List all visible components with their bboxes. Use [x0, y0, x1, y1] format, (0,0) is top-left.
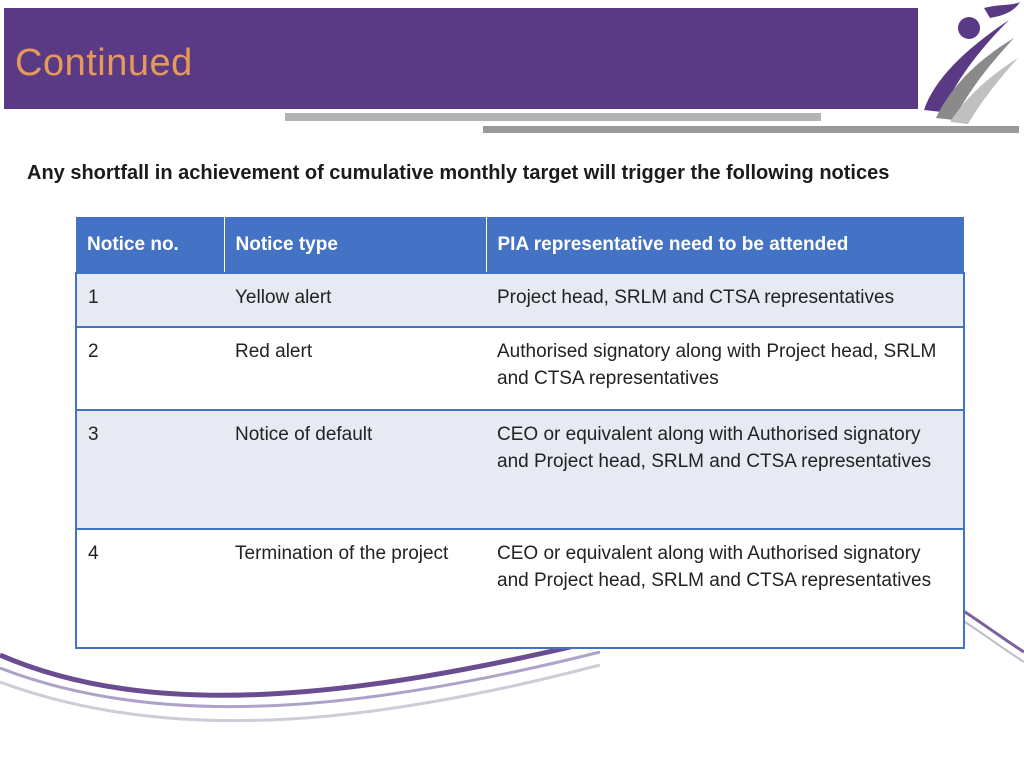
- cell-pia-representative: Authorised signatory along with Project …: [486, 326, 965, 410]
- cell-notice-type: Yellow alert: [224, 272, 486, 327]
- table-row: 3 Notice of default CEO or equivalent al…: [75, 409, 965, 529]
- person-logo-icon: [924, 2, 1020, 124]
- table-row: 1 Yellow alert Project head, SRLM and CT…: [75, 272, 965, 327]
- table-row: 4 Termination of the project CEO or equi…: [75, 528, 965, 649]
- divider-rule: [483, 126, 1019, 133]
- cell-notice-no: 1: [75, 272, 224, 327]
- table-row: 2 Red alert Authorised signatory along w…: [75, 326, 965, 410]
- cell-notice-no: 4: [75, 528, 224, 649]
- cell-pia-representative: Project head, SRLM and CTSA representati…: [486, 272, 965, 327]
- table-header-row: Notice no. Notice type PIA representativ…: [76, 217, 964, 273]
- cell-pia-representative: CEO or equivalent along with Authorised …: [486, 409, 965, 529]
- cell-notice-type: Termination of the project: [224, 528, 486, 649]
- cell-notice-type: Red alert: [224, 326, 486, 410]
- cell-notice-type: Notice of default: [224, 409, 486, 529]
- column-header-notice-no: Notice no.: [76, 217, 225, 273]
- cell-pia-representative: CEO or equivalent along with Authorised …: [486, 528, 965, 649]
- column-header-pia-representative: PIA representative need to be attended: [486, 217, 964, 273]
- subtitle: Any shortfall in achievement of cumulati…: [27, 162, 890, 184]
- title-bar: Continued: [4, 8, 918, 109]
- column-header-notice-type: Notice type: [224, 217, 487, 273]
- divider-rule: [285, 113, 821, 121]
- notices-table: Notice no. Notice type PIA representativ…: [75, 217, 965, 649]
- cell-notice-no: 3: [75, 409, 224, 529]
- page-title: Continued: [15, 42, 193, 84]
- cell-notice-no: 2: [75, 326, 224, 410]
